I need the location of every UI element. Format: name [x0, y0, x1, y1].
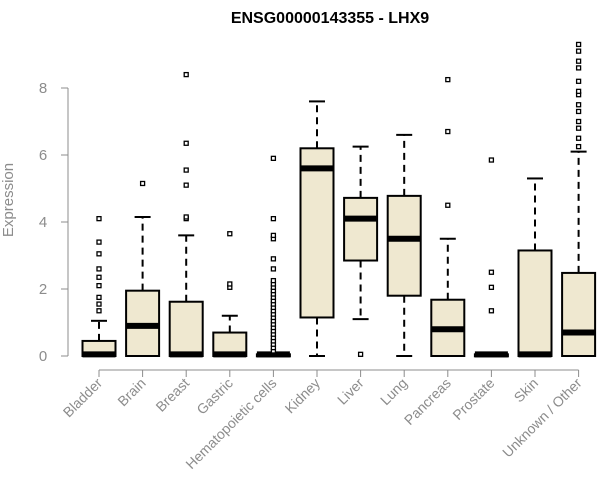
box-body: [386, 194, 422, 297]
box-body: [561, 271, 597, 358]
outlier-point: [575, 58, 582, 64]
outlier-point: [575, 108, 582, 115]
outlier-point: [575, 143, 582, 150]
outlier-point: [270, 215, 277, 222]
outlier-point: [445, 76, 451, 83]
outlier-point: [575, 48, 582, 54]
outlier-point: [96, 301, 102, 307]
box-body: [343, 196, 379, 262]
outlier-point: [575, 118, 582, 125]
outlier-point: [96, 282, 102, 289]
outlier-point: [488, 284, 495, 290]
outlier-point: [445, 128, 451, 135]
outlier-point: [270, 155, 277, 162]
box-series: [81, 41, 597, 358]
box-brain: [125, 180, 161, 357]
x-tick-label: Breast: [152, 375, 192, 415]
x-tick-label: Pancreas: [401, 375, 454, 428]
outlier-point: [183, 140, 189, 146]
outlier-point: [575, 88, 582, 94]
box-body: [168, 300, 204, 358]
outlier-point: [270, 256, 277, 262]
box-prostate: [473, 157, 509, 358]
box-body: [299, 147, 335, 319]
x-tick-label: Gastric: [193, 375, 236, 418]
y-axis: 0 2 4 6 8: [39, 80, 69, 365]
outlier-point: [575, 102, 582, 108]
box-pancreas: [430, 76, 466, 357]
outlier-point: [575, 41, 582, 48]
x-tick-label: Unknown / Other: [499, 375, 585, 461]
y-tick-label: 4: [39, 214, 47, 231]
outlier-point: [96, 294, 102, 301]
x-tick-label: Bladder: [60, 375, 106, 421]
outlier-point: [96, 215, 102, 222]
y-tick-label: 6: [39, 147, 47, 164]
outlier-point: [575, 125, 582, 131]
outlier-point: [575, 135, 582, 141]
x-tick-label: Kidney: [282, 375, 324, 417]
box-body: [517, 249, 553, 358]
outlier-point: [270, 232, 277, 239]
outlier-point: [96, 266, 102, 272]
box-gastric: [212, 231, 248, 358]
box-liver: [343, 145, 379, 357]
outlier-point: [357, 351, 364, 357]
y-tick-label: 8: [39, 80, 47, 97]
outlier-point: [183, 214, 189, 220]
outlier-point: [575, 65, 582, 71]
x-tick-label: Lung: [377, 375, 410, 408]
outlier-point: [96, 251, 102, 257]
outlier-point: [488, 157, 495, 163]
x-tick-label: Brain: [114, 375, 148, 409]
box-kidney: [299, 100, 335, 357]
y-tick-label: 0: [39, 348, 47, 365]
box-lung: [386, 133, 422, 357]
outlier-point: [270, 277, 277, 284]
outlier-point: [488, 308, 495, 314]
outlier-point: [96, 308, 102, 314]
x-tick-label: Skin: [511, 375, 542, 406]
x-tick-label: Liver: [334, 375, 367, 408]
outlier-point: [227, 281, 233, 287]
box-hematopoietic-cells: [255, 155, 291, 358]
outlier-point: [96, 274, 102, 280]
y-tick-label: 2: [39, 281, 47, 298]
outlier-point: [183, 167, 189, 173]
box-breast: [168, 71, 204, 358]
chart-title: ENSG00000143355 - LHX9: [231, 10, 429, 27]
outlier-point: [139, 180, 146, 187]
outlier-point: [96, 239, 102, 245]
outlier-point: [183, 182, 189, 188]
box-bladder: [81, 215, 117, 358]
outlier-point: [227, 231, 233, 237]
box-unknown-other: [561, 41, 597, 358]
outlier-point: [445, 202, 451, 208]
outlier-point: [270, 266, 277, 272]
x-tick-label: Prostate: [449, 375, 497, 423]
outlier-point: [183, 71, 189, 78]
y-axis-label: Expression: [0, 163, 17, 237]
box-skin: [517, 177, 553, 358]
outlier-point: [575, 78, 582, 84]
outlier-point: [488, 269, 495, 275]
